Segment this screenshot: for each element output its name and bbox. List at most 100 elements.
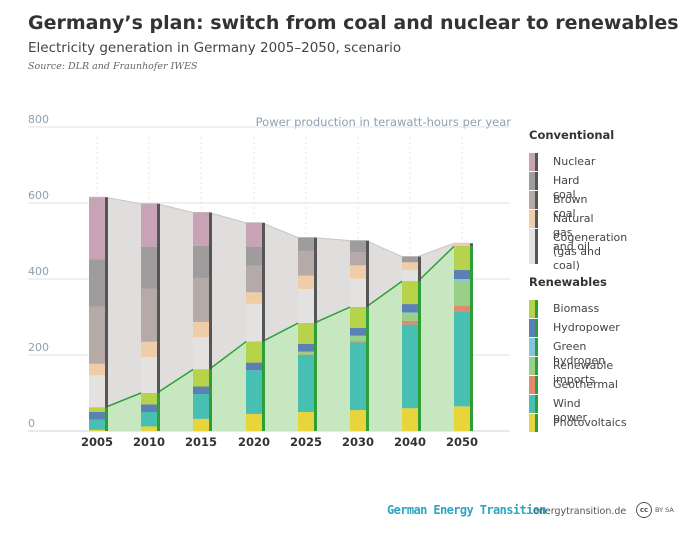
bar-green-hydrogen-2040: [402, 312, 418, 314]
bar-hard-coal-2005: [89, 259, 105, 307]
license-label: BY SA: [655, 506, 674, 514]
legend-swatch: [529, 338, 535, 356]
bar-biomass-2020: [246, 341, 262, 363]
renewables-area: [89, 246, 470, 431]
conventional-edge-2040: [418, 256, 421, 282]
y-tick-label: 0: [28, 417, 35, 430]
bar-green-hydrogen-2050: [454, 279, 470, 281]
bar-wind-power-2020: [246, 370, 262, 414]
renewables-edge-2025: [314, 323, 317, 431]
bar-natural-gas-and-oil-2005: [89, 363, 105, 376]
bar-hard-coal-2030: [350, 240, 366, 253]
conventional-edge-2030: [366, 240, 369, 308]
bar-nuclear-2010: [141, 203, 157, 247]
bar-hard-coal-2010: [141, 246, 157, 289]
legend-swatch: [529, 319, 535, 337]
bar-photovoltaics-2010: [141, 426, 157, 431]
legend-swatch: [529, 153, 535, 171]
legend-label: Natural gas and oil: [553, 212, 594, 253]
legend-swatch: [529, 191, 535, 209]
y-tick-label: 600: [28, 189, 49, 202]
conventional-edge-2020: [262, 222, 265, 342]
legend-swatch: [529, 395, 535, 413]
legend-label: Renewable imports: [553, 359, 614, 386]
creative-commons-icon: cc: [636, 502, 652, 518]
bar-natural-gas-and-oil-2015: [193, 321, 209, 338]
bar-wind-power-2050: [454, 311, 470, 407]
bar-biomass-2040: [402, 281, 418, 305]
brand-logo-text: German Energy Transition: [387, 503, 547, 517]
legend-swatch-edge: [535, 319, 538, 337]
legend-label: Hard coal: [553, 174, 580, 201]
x-tick-label: 2025: [290, 435, 322, 449]
bar-natural-gas-and-oil-2030: [350, 265, 366, 279]
bar-geothermal-2040: [402, 320, 418, 325]
bar-wind-power-2025: [298, 355, 314, 412]
renewables-edge-2020: [262, 341, 265, 431]
bar-hard-coal-2040: [402, 256, 418, 263]
x-tick-label: 2020: [238, 435, 270, 449]
y-tick-label: 200: [28, 341, 49, 354]
bar-hydropower-2025: [298, 343, 314, 352]
bar-cogeneration-gas-and-coal-2010: [141, 356, 157, 393]
legend-swatch-edge: [535, 357, 538, 375]
bar-brown-coal-2020: [246, 265, 262, 293]
bar-biomass-2025: [298, 323, 314, 344]
x-tick-label: 2015: [185, 435, 217, 449]
renewables-edge-2010: [157, 393, 160, 431]
bar-biomass-2005: [89, 407, 105, 412]
bar-biomass-2030: [350, 307, 366, 329]
legend-label: Photovoltaics: [553, 416, 627, 429]
bar-photovoltaics-2020: [246, 413, 262, 431]
bar-photovoltaics-2040: [402, 408, 418, 431]
bar-cogeneration-gas-and-coal-2015: [193, 337, 209, 370]
legend-label: Hydropower: [553, 321, 620, 334]
bar-hydropower-2040: [402, 304, 418, 313]
bar-brown-coal-2030: [350, 252, 366, 266]
bar-brown-coal-2025: [298, 250, 314, 276]
unit-label: Power production in terawatt-hours per y…: [255, 115, 511, 129]
legend-swatch-edge: [535, 414, 538, 432]
bar-hydropower-2010: [141, 404, 157, 412]
conventional-edge-2010: [157, 203, 160, 393]
bar-nuclear-2020: [246, 222, 262, 247]
legend-label-multiline: Cogeneration (gas and coal): [553, 231, 628, 272]
conventional-edge-2025: [314, 237, 317, 324]
bar-brown-coal-2005: [89, 306, 105, 364]
bar-hydropower-2030: [350, 328, 366, 336]
bar-photovoltaics-2025: [298, 412, 314, 431]
conventional-area: [89, 197, 470, 408]
conventional-edge-2005: [105, 197, 108, 408]
bar-nuclear-2015: [193, 212, 209, 246]
renewables-edge-2005: [105, 407, 108, 431]
x-tick-label: 2010: [133, 435, 165, 449]
bar-wind-power-2040: [402, 324, 418, 409]
bar-renewable-imports-2025: [298, 351, 314, 355]
bar-renewable-imports-2030: [350, 335, 366, 342]
x-tick-label: 2030: [342, 435, 374, 449]
bar-cogeneration-gas-and-coal-2030: [350, 278, 366, 308]
stacked-bar-chart: 0 200 400 600 800 2005 2010 2015 2020 2025 2030 204…: [28, 113, 510, 449]
legend-renewables: Renewables Biomass Hydropower Green hydrog…: [529, 275, 627, 432]
legend-label: Green hydrogen: [553, 340, 606, 367]
bar-biomass-2015: [193, 369, 209, 387]
y-tick-label: 400: [28, 265, 49, 278]
bar-natural-gas-and-oil-2010: [141, 341, 157, 357]
legend-label: Brown coal: [553, 193, 588, 220]
bar-photovoltaics-2005: [89, 429, 105, 431]
bar-cogeneration-gas-and-coal-2020: [246, 303, 262, 342]
bar-brown-coal-2015: [193, 278, 209, 322]
bar-cogeneration-gas-and-coal-2025: [298, 288, 314, 324]
legend-conventional: Conventional Nuclear Hard coal Brown coal N…: [529, 128, 627, 272]
legend-swatch-edge: [535, 376, 538, 394]
bar-hydropower-2015: [193, 386, 209, 395]
x-tick-label: 2050: [446, 435, 478, 449]
renewables-edge-2015: [209, 369, 212, 431]
legend-swatch-edge: [535, 395, 538, 413]
legend-swatch: [529, 414, 535, 432]
website-url: energytransition.de: [533, 506, 627, 517]
legend-swatch: [529, 376, 535, 394]
bar-geothermal-2050: [454, 305, 470, 312]
legend-swatch: [529, 300, 535, 318]
legend-swatch-edge: [535, 172, 538, 190]
